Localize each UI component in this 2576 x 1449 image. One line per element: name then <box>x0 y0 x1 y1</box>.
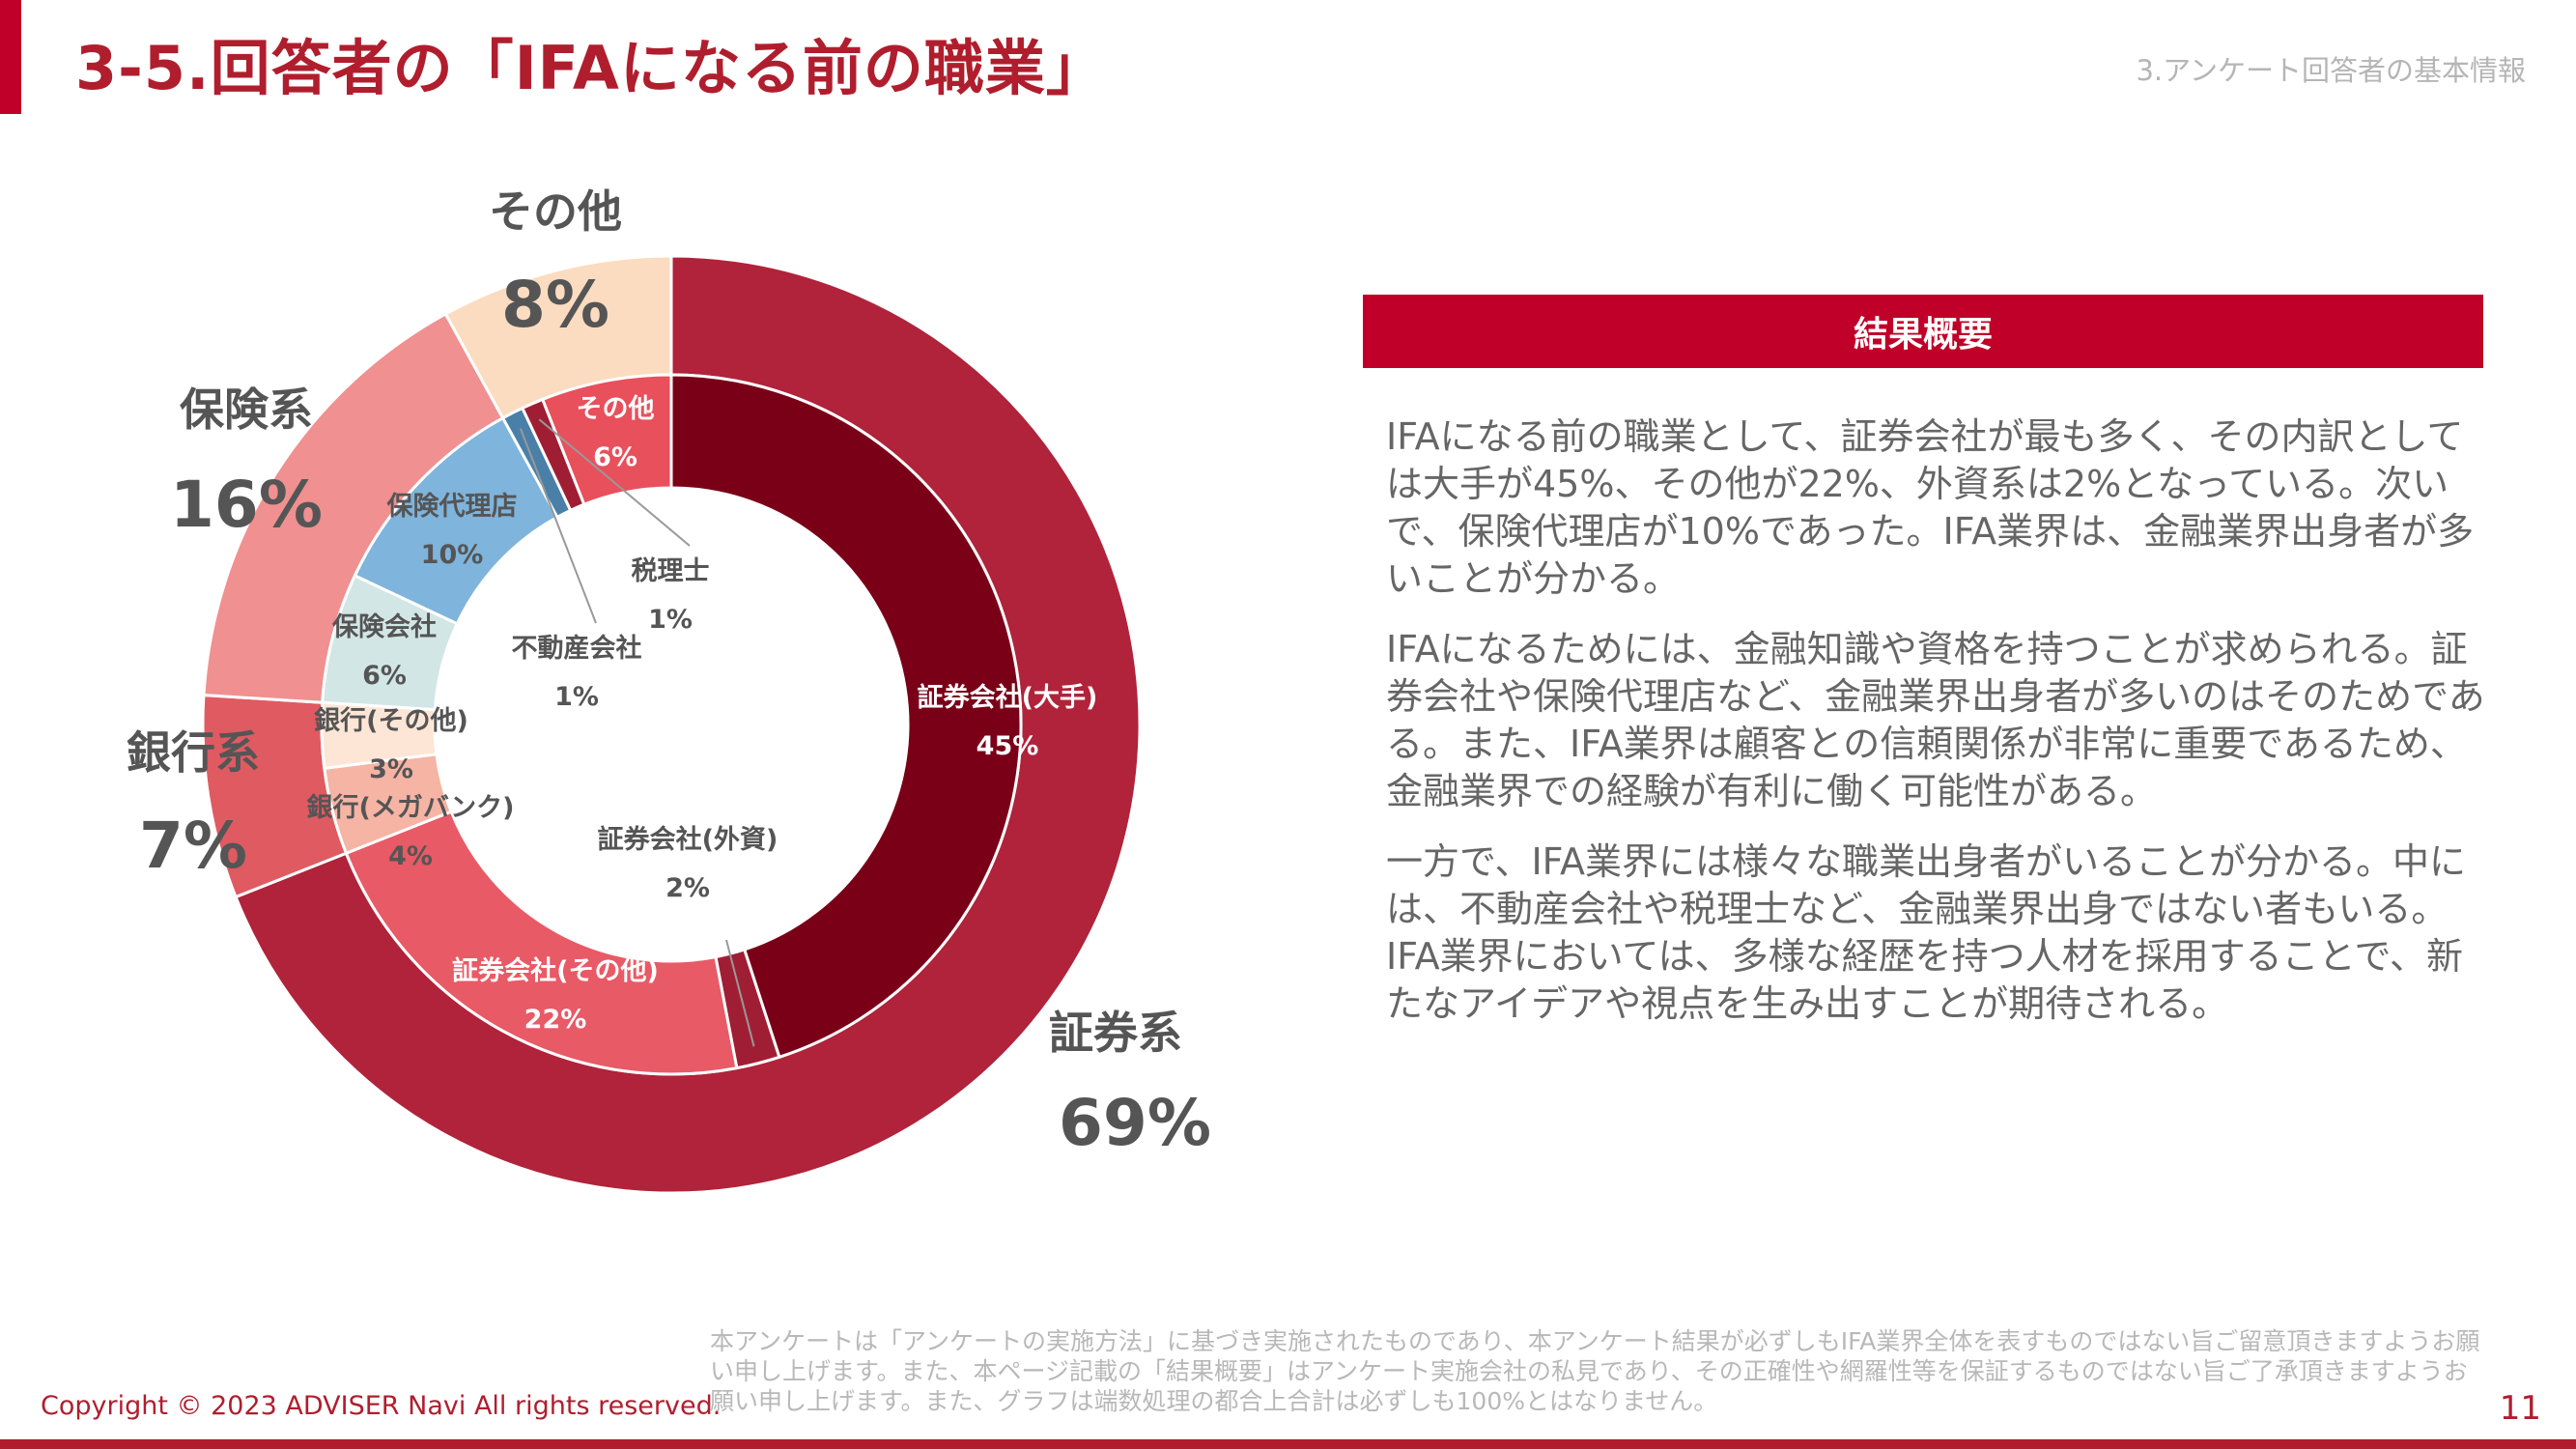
inner-label-証券会社-その他: 証券会社(その他) <box>452 955 659 986</box>
inner-label-銀行-その他: 銀行(その他) <box>314 705 468 736</box>
inner-slice-証券会社-大手 <box>669 373 1023 1060</box>
summary-paragraph: IFAになるためには、金融知識や資格を持つことが求められる。証券会社や保険代理店… <box>1386 628 2485 812</box>
inner-value-保険会社: 6% <box>362 661 407 691</box>
inner-label-保険代理店: 保険代理店 <box>386 492 518 522</box>
inner-label-銀行-メガバンク: 銀行(メガバンク) <box>306 792 514 823</box>
footer-bar <box>0 1439 2576 1449</box>
occupation-donut-chart: 証券系 69% 銀行系 7% 保険系 16% その他 8% 証券会社(大手) 45% 証券会社(外資… <box>127 185 1211 1195</box>
inner-value-税理士: 1% <box>648 605 693 635</box>
copyright-notice: Copyright © 2023 ADVISER Navi All rights… <box>41 1391 722 1421</box>
leader-line-証券会社-外資 <box>725 939 755 1047</box>
summary-paragraph: IFAになる前の職業として、証券会社が最も多く、その内訳としては大手が45%、そ… <box>1386 415 2475 600</box>
inner-value-保険代理店: 10% <box>421 540 484 570</box>
outer-value-その他: 8% <box>501 268 609 342</box>
slice-labels: 証券系 69% 銀行系 7% 保険系 16% その他 8% 証券会社(大手) 45% 証券会社(外資… <box>127 185 1211 1160</box>
inner-value-銀行-その他: 3% <box>369 754 413 784</box>
leader-lines <box>519 418 755 1047</box>
header-accent-bar <box>0 0 21 114</box>
inner-slice-その他 <box>540 373 673 507</box>
section-label: 3.アンケート回答者の基本情報 <box>2136 54 2526 87</box>
summary-body: IFAになる前の職業として、証券会社が最も多く、その内訳としては大手が45%、そ… <box>1386 413 2487 1051</box>
inner-value-証券会社-その他: 22% <box>524 1005 587 1035</box>
inner-value-銀行-メガバンク: 4% <box>388 841 433 871</box>
outer-value-保険系: 16% <box>170 468 323 542</box>
inner-label-税理士: 税理士 <box>632 556 710 586</box>
summary-paragraph: 一方で、IFA業界には様々な職業出身者がいることが分かる。中には、不動産会社や税… <box>1386 840 2467 1025</box>
inner-label-不動産会社: 不動産会社 <box>512 633 642 664</box>
inner-label-証券会社-大手: 証券会社(大手) <box>918 682 1098 713</box>
inner-ring <box>320 373 1023 1076</box>
inner-value-証券会社-大手: 45% <box>977 731 1039 761</box>
disclaimer-text: 本アンケートは「アンケートの実施方法」に基づき実施されたものであり、本アンケート… <box>710 1327 2480 1415</box>
leader-line-税理士 <box>538 418 691 547</box>
page-number: 11 <box>2499 1389 2541 1428</box>
outer-value-証券系: 69% <box>1059 1086 1211 1160</box>
page-title: 3-5.回答者の「IFAになる前の職業」 <box>75 33 1107 103</box>
outer-label-証券系: 証券系 <box>1049 1007 1182 1059</box>
outer-label-その他: その他 <box>489 185 622 238</box>
inner-value-不動産会社: 1% <box>554 682 599 712</box>
outer-label-保険系: 保険系 <box>180 384 313 436</box>
outer-label-銀行系: 銀行系 <box>127 726 260 779</box>
inner-slice-証券会社-その他 <box>344 810 739 1076</box>
inner-value-証券会社-外資: 2% <box>665 873 710 903</box>
inner-value-その他: 6% <box>593 442 637 472</box>
leader-line-不動産会社 <box>519 428 597 624</box>
outer-value-銀行系: 7% <box>139 809 247 883</box>
summary-header: 結果概要 <box>1363 295 2483 368</box>
inner-label-その他: その他 <box>577 394 655 424</box>
inner-label-保険会社: 保険会社 <box>331 611 437 642</box>
inner-label-証券会社-外資: 証券会社(外資) <box>598 824 778 855</box>
